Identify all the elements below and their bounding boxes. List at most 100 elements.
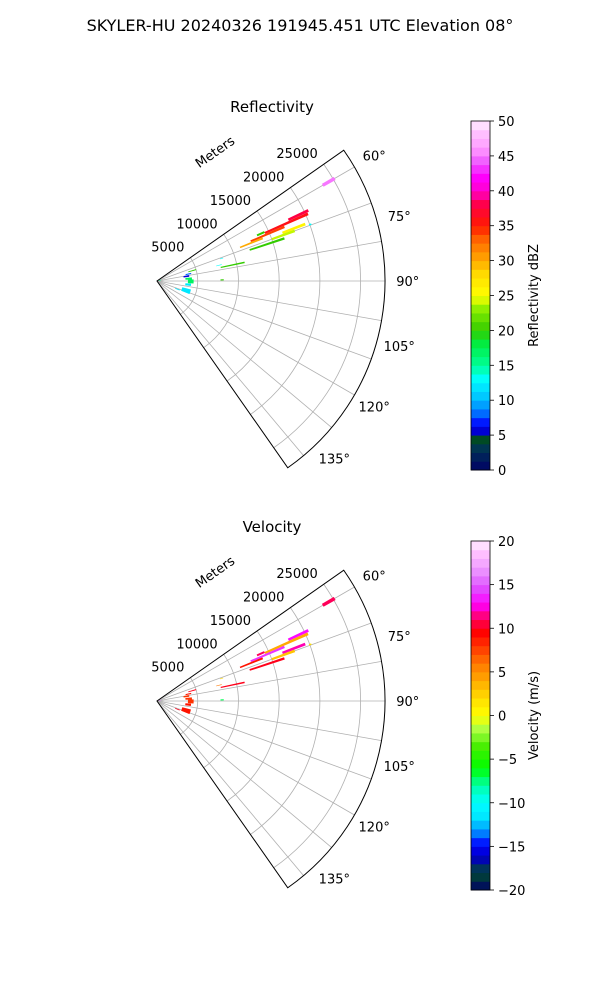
colorbar-band <box>471 225 490 235</box>
radial-tick-label: 20000 <box>243 171 284 186</box>
radar-gate <box>287 629 309 641</box>
radar-gate <box>187 699 194 704</box>
colorbar-band <box>471 304 490 314</box>
angular-gridline <box>156 700 304 876</box>
colorbar-tick-label: 15 <box>498 359 515 374</box>
colorbar-tick-label: 0 <box>498 710 506 725</box>
colorbar-band <box>471 339 490 349</box>
radial-tick-label: 5000 <box>151 241 184 256</box>
colorbar-band <box>471 278 490 288</box>
colorbar-band <box>471 260 490 270</box>
colorbar-tick-label: 50 <box>498 115 515 130</box>
colorbar-band <box>471 785 490 795</box>
colorbar-band <box>471 208 490 218</box>
angular-gridline <box>156 280 372 360</box>
colorbar-band <box>471 155 490 166</box>
radar-gate <box>321 176 336 187</box>
radial-axis-label: Meters <box>193 134 238 172</box>
angular-gridline <box>156 280 382 321</box>
colorbar-tick-label: 10 <box>498 622 515 637</box>
colorbar-band <box>471 732 490 743</box>
colorbar-band <box>471 391 490 401</box>
colorbar-tick-label: 20 <box>498 324 515 339</box>
colorbar-band <box>471 461 490 471</box>
colorbar-band <box>471 706 490 716</box>
colorbar-band <box>471 321 490 331</box>
colorbar-band <box>471 811 490 821</box>
radar-gate <box>308 223 312 226</box>
radar-gate <box>183 695 190 698</box>
colorbar-band <box>471 330 490 340</box>
angular-tick-label: 105° <box>384 340 415 355</box>
reflectivity-panel: Reflectivity 5000 10000 15000 20000 25000 Mete… <box>151 98 542 479</box>
angular-gridline <box>156 586 355 702</box>
colorbar-band <box>471 199 490 209</box>
radial-tick-label: 10000 <box>176 217 217 232</box>
colorbar-tick-label: 30 <box>498 255 515 270</box>
colorbar-tick-label: 0 <box>498 464 506 479</box>
radial-tick-label: 15000 <box>210 194 251 209</box>
radar-gate <box>250 225 285 243</box>
colorbar-band <box>471 750 490 760</box>
angular-tick-label: 75° <box>388 630 411 645</box>
radial-tick-label: 25000 <box>276 147 317 162</box>
angular-gridline <box>156 202 372 282</box>
colorbar-band <box>471 584 490 594</box>
radar-gate <box>249 237 285 251</box>
colorbar-band <box>471 147 490 157</box>
colorbar-tick-label: −5 <box>498 753 517 768</box>
angular-gridline <box>156 700 332 848</box>
colorbar-band <box>471 190 490 201</box>
colorbar-band <box>471 365 490 375</box>
colorbar-band <box>471 558 490 568</box>
colorbar-tick-label: 10 <box>498 394 515 409</box>
radial-tick-label: 25000 <box>276 567 317 582</box>
colorbar-band <box>471 541 490 551</box>
angular-gridline <box>156 280 304 456</box>
angular-tick-label: 60° <box>363 570 386 585</box>
colorbar-band <box>471 846 490 856</box>
radar-gate <box>216 684 222 687</box>
radar-gate <box>185 277 192 280</box>
sector-outline <box>156 149 386 469</box>
radial-gridline <box>250 187 321 415</box>
colorbar-band <box>471 698 490 708</box>
colorbar-band <box>471 286 490 296</box>
radar-gate <box>183 275 190 278</box>
colorbar-tick-label: 15 <box>498 579 515 594</box>
radar-gate <box>287 209 309 221</box>
radar-gate <box>174 288 180 291</box>
radar-gate <box>185 703 192 707</box>
colorbar-band <box>471 234 490 244</box>
sector-outline <box>156 569 386 889</box>
angular-gridline <box>156 280 355 396</box>
radial-gridline <box>273 164 361 449</box>
colorbar-band <box>471 417 490 427</box>
velocity-title: Velocity <box>243 518 302 536</box>
radar-gate <box>220 261 245 269</box>
colorbar-band <box>471 443 490 454</box>
colorbar-band <box>471 312 490 323</box>
colorbar-band <box>471 663 490 673</box>
colorbar-band <box>471 269 490 279</box>
radar-gate <box>157 279 162 281</box>
radar-gate <box>282 642 306 654</box>
radar-gate <box>185 283 192 287</box>
colorbar-band <box>471 759 490 769</box>
radar-gate <box>157 699 162 701</box>
radial-tick-label: 10000 <box>176 637 217 652</box>
colorbar-band <box>471 820 490 830</box>
radar-gate <box>256 651 265 657</box>
colorbar-band <box>471 295 490 305</box>
colorbar-tick-label: −10 <box>498 797 525 812</box>
radar-gate <box>181 707 191 715</box>
radar-gate <box>188 269 197 273</box>
angular-tick-label: 135° <box>319 872 350 887</box>
radial-axis-label: Meters <box>193 554 238 592</box>
colorbar-band <box>471 347 490 358</box>
colorbar-tick-label: 25 <box>498 290 515 305</box>
angular-gridline <box>156 241 382 282</box>
colorbar-label: Reflectivity dBZ <box>527 244 542 347</box>
colorbar-band <box>471 828 490 839</box>
